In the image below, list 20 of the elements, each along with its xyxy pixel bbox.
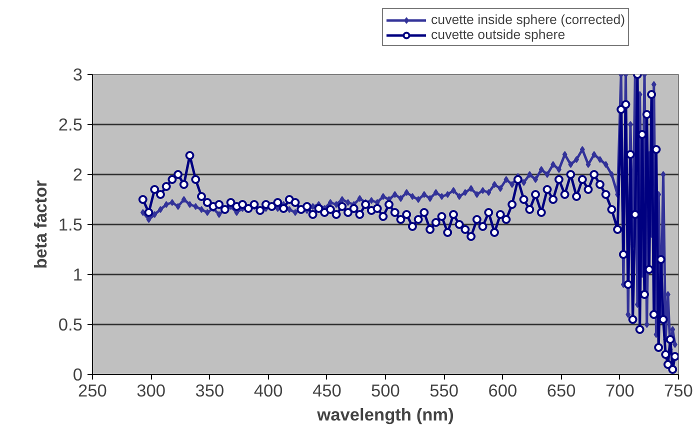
x-tick-label: 500	[371, 380, 400, 400]
y-tick-label: 2.5	[58, 114, 83, 134]
y-tick-label: 1	[72, 264, 83, 284]
y-tick-label: 3	[72, 64, 83, 84]
x-tick-label: 750	[664, 380, 693, 400]
y-tick-label: 2	[72, 164, 83, 184]
legend-label: cuvette outside sphere	[431, 27, 566, 42]
x-tick-label: 400	[254, 380, 283, 400]
x-tick-label: 300	[136, 380, 166, 400]
x-tick-label: 650	[546, 380, 576, 400]
x-tick-label: 550	[430, 380, 459, 400]
y-tick-label: 1.5	[58, 214, 83, 234]
y-axis-title: beta factor	[30, 180, 50, 269]
x-tick-label: 600	[488, 380, 518, 400]
x-axis-title: wavelength (nm)	[316, 404, 454, 424]
y-tick-label: 0.5	[58, 314, 83, 334]
legend-label: cuvette inside sphere (corrected)	[431, 12, 626, 27]
x-tick-label: 700	[605, 380, 634, 400]
x-tick-label: 350	[195, 380, 224, 400]
x-tick-label: 450	[312, 380, 342, 400]
